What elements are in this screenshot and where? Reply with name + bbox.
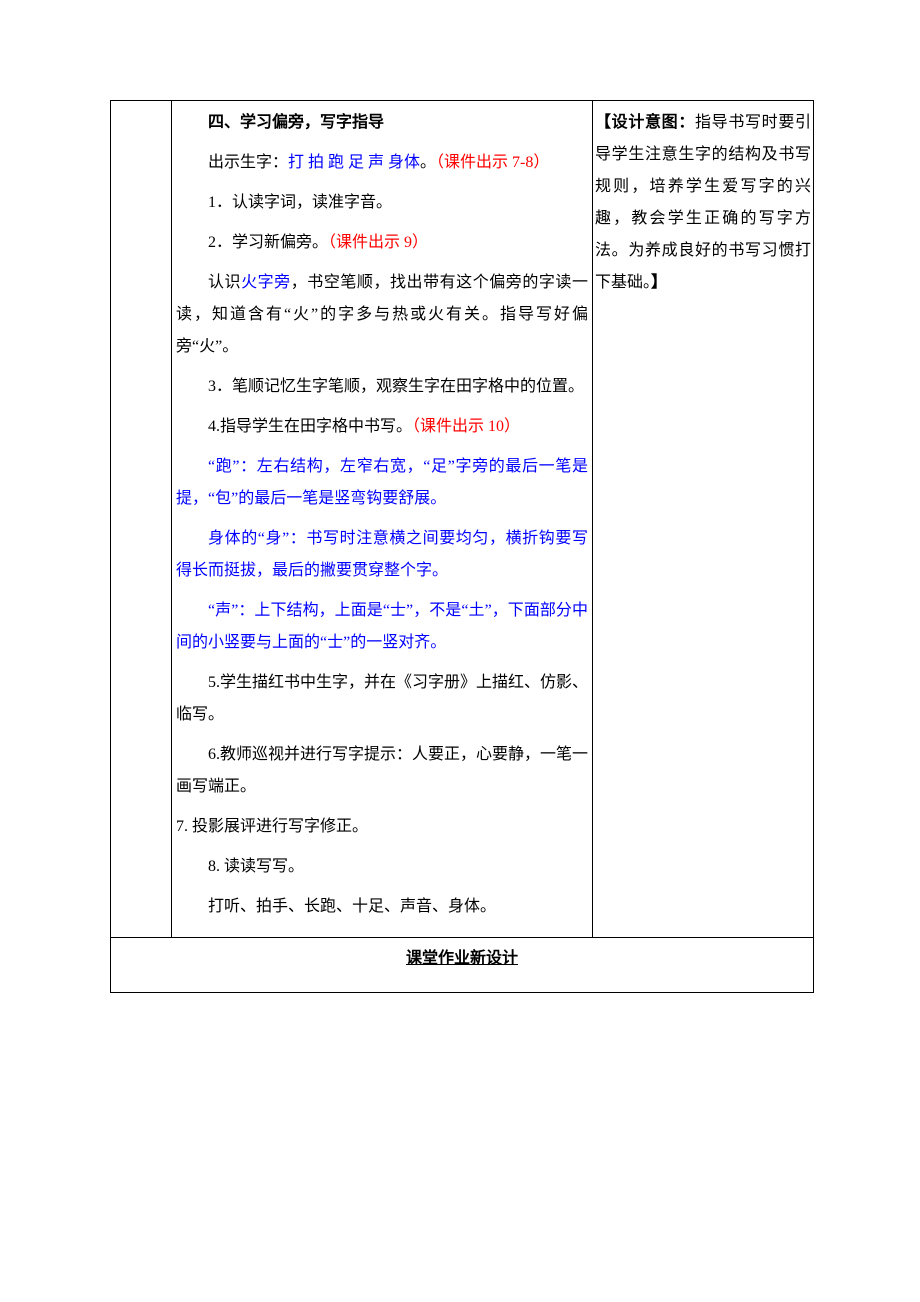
para-step6: 6.教师巡视并进行写字提示：人要正，心要静，一笔一画写端正。 bbox=[176, 739, 588, 803]
table-row: 课堂作业新设计 bbox=[111, 938, 814, 993]
footer-cell: 课堂作业新设计 bbox=[111, 938, 814, 993]
blue-text: 打 拍 跑 足 声 身体 bbox=[288, 154, 420, 171]
table-row: 四、学习偏旁，写字指导 出示生字：打 拍 跑 足 声 身体。（课件出示 7-8）… bbox=[111, 101, 814, 938]
homework-title: 课堂作业新设计 bbox=[111, 938, 813, 992]
para-step2: 2．学习新偏旁。（课件出示 9） bbox=[176, 227, 588, 259]
text: 2．学习新偏旁。 bbox=[208, 234, 328, 251]
para-step4: 4.指导学生在田字格中书写。（课件出示 10） bbox=[176, 411, 588, 443]
text: 4.指导学生在田字格中书写。 bbox=[208, 418, 412, 435]
main-cell: 四、学习偏旁，写字指导 出示生字：打 拍 跑 足 声 身体。（课件出示 7-8）… bbox=[172, 101, 593, 938]
page: 四、学习偏旁，写字指导 出示生字：打 拍 跑 足 声 身体。（课件出示 7-8）… bbox=[0, 0, 920, 1073]
intent-label: 【设计意图： bbox=[595, 114, 695, 131]
text: 。 bbox=[420, 154, 436, 171]
para-step8: 8. 读读写写。 bbox=[176, 851, 588, 883]
intent-text: 指导书写时要引导学生注意生字的结构及书写规则，培养学生爱写字的兴趣，教会学生正确… bbox=[595, 114, 811, 291]
para-step1: 1．认读字词，读准字音。 bbox=[176, 187, 588, 219]
para-sheng: “声”：上下结构，上面是“士”，不是“土”，下面部分中间的小竖要与上面的“士”的… bbox=[176, 595, 588, 659]
section-heading: 四、学习偏旁，写字指导 bbox=[176, 107, 588, 139]
para-pao: “跑”：左右结构，左窄右宽，“足”字旁的最后一笔是提，“包”的最后一笔是竖弯钩要… bbox=[176, 451, 588, 515]
main-content: 四、学习偏旁，写字指导 出示生字：打 拍 跑 足 声 身体。（课件出示 7-8）… bbox=[172, 101, 592, 937]
blue-text: 火字旁 bbox=[241, 274, 291, 291]
courseware-ref: （课件出示 9） bbox=[328, 234, 428, 251]
para-words: 打听、拍手、长跑、十足、声音、身体。 bbox=[176, 891, 588, 923]
para-step5: 5.学生描红书中生字，并在《习字册》上描红、仿影、临写。 bbox=[176, 667, 588, 731]
intent-close: 】 bbox=[651, 274, 667, 291]
text: 认识 bbox=[208, 274, 241, 291]
para-shen: 身体的“身”：书写时注意横之间要均匀，横折钩要写得长而挺拔，最后的撇要贯穿整个字… bbox=[176, 523, 588, 587]
design-intent: 【设计意图：指导书写时要引导学生注意生字的结构及书写规则，培养学生爱写字的兴趣，… bbox=[595, 107, 811, 299]
para-show-chars: 出示生字：打 拍 跑 足 声 身体。（课件出示 7-8） bbox=[176, 147, 588, 179]
lesson-table: 四、学习偏旁，写字指导 出示生字：打 拍 跑 足 声 身体。（课件出示 7-8）… bbox=[110, 100, 814, 993]
left-cell bbox=[111, 101, 172, 938]
courseware-ref: （课件出示 10） bbox=[412, 418, 520, 435]
courseware-ref: （课件出示 7-8） bbox=[436, 154, 549, 171]
notes-cell: 【设计意图：指导书写时要引导学生注意生字的结构及书写规则，培养学生爱写字的兴趣，… bbox=[593, 101, 814, 938]
para-radical: 认识火字旁，书空笔顺，找出带有这个偏旁的字读一读，知道含有“火”的字多与热或火有… bbox=[176, 267, 588, 363]
para-step3: 3．笔顺记忆生字笔顺，观察生字在田字格中的位置。 bbox=[176, 371, 588, 403]
para-step7: 7. 投影展评进行写字修正。 bbox=[176, 811, 588, 843]
notes-content: 【设计意图：指导书写时要引导学生注意生字的结构及书写规则，培养学生爱写字的兴趣，… bbox=[593, 101, 813, 313]
text: 出示生字： bbox=[208, 154, 288, 171]
